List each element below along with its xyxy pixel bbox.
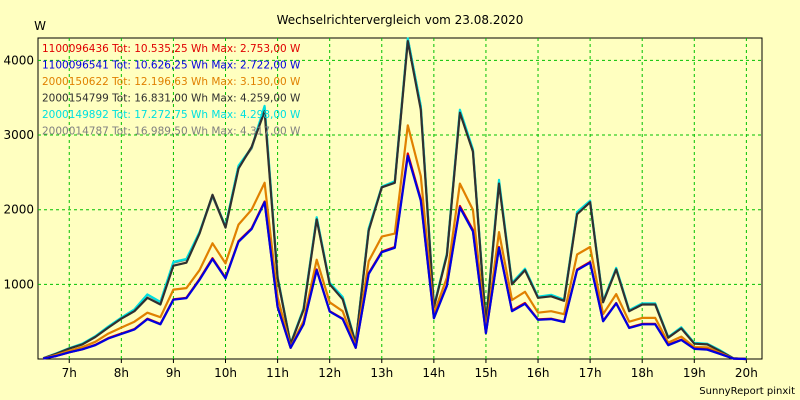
y-tick-label: 2000 (3, 203, 34, 217)
series-line-2000154799 (42, 39, 747, 361)
plot-frame (37, 37, 763, 360)
x-tick-label: 16h (527, 366, 550, 380)
legend-entry-2000014787: 2000014787 Tot: 16.989,50 Wh Max: 4.317,… (42, 126, 301, 138)
x-tick-label: 7h (62, 366, 77, 380)
x-tick-label: 11h (266, 366, 289, 380)
x-tick-label: 8h (114, 366, 129, 380)
series-line-1100096436 (42, 152, 747, 361)
y-tick-label: 4000 (3, 53, 34, 67)
y-axis-unit: W (34, 19, 46, 33)
x-tick-label: 12h (318, 366, 341, 380)
x-tick-label: 17h (579, 366, 602, 380)
series-line-2000150622 (42, 124, 747, 361)
x-tick-label: 15h (475, 366, 498, 380)
chart-title: Wechselrichtervergleich vom 23.08.2020 (277, 13, 524, 27)
x-tick-label: 13h (370, 366, 393, 380)
x-tick-label: 19h (683, 366, 706, 380)
legend-entry-2000149892: 2000149892 Tot: 17.272,75 Wh Max: 4.298,… (42, 109, 301, 121)
legend-entry-1100096436: 1100096436 Tot: 10.535,25 Wh Max: 2.753,… (42, 43, 301, 55)
y-tick-label: 3000 (3, 128, 34, 142)
x-tick-label: 20h (735, 366, 758, 380)
plot-area: 1000 2000 3000 4000 7h 8h 9h 10h 11h 12h 13h 14h 15h… (3, 37, 763, 380)
x-tick-label: 18h (631, 366, 654, 380)
x-tick-label: 10h (214, 366, 237, 380)
footer-credit: SunnyReport pinxit (699, 386, 795, 397)
legend-entry-1100096541: 1100096541 Tot: 10.626,25 Wh Max: 2.722,… (42, 60, 301, 72)
x-tick-label: 9h (166, 366, 181, 380)
series-line-1100096541 (42, 154, 747, 361)
y-tick-label: 1000 (3, 277, 34, 291)
legend-entry-2000150622: 2000150622 Tot: 12.196,63 Wh Max: 3.130,… (42, 76, 301, 88)
x-tick-label: 14h (422, 366, 445, 380)
legend-entry-2000154799: 2000154799 Tot: 16.831,00 Wh Max: 4.259,… (42, 93, 301, 105)
